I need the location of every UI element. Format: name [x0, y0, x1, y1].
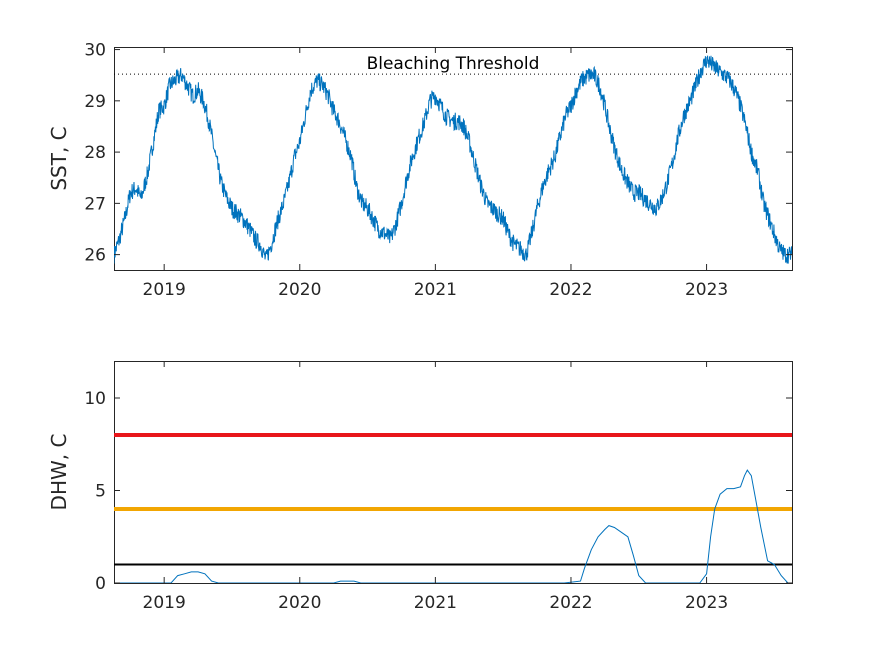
- y-tick-label: 5: [95, 482, 106, 502]
- y-tick-label: 26: [84, 246, 106, 266]
- x-tick-label: 2021: [414, 593, 457, 613]
- plot-area: [114, 47, 793, 271]
- sst-panel: Bleaching Threshold 2019 2020 2021 2022 2023 2…: [47, 41, 793, 300]
- y-tick-label: 29: [84, 92, 106, 112]
- y-axis-label: DHW, C: [47, 434, 71, 511]
- series-line: [114, 55, 792, 264]
- y-tick-label: 30: [84, 41, 106, 61]
- y-tick-label: 10: [84, 389, 106, 409]
- x-tick-label: 2019: [143, 593, 186, 613]
- x-tick-label: 2022: [549, 593, 592, 613]
- x-tick-label: 2021: [414, 280, 457, 300]
- x-tick-label: 2020: [278, 593, 321, 613]
- dhw-panel: 2019 2020 2021 2022 2023 0 5 10 DHW, C: [47, 361, 793, 613]
- y-tick-label: 27: [84, 194, 106, 214]
- plot-area: [114, 361, 793, 584]
- series-line: [114, 469, 792, 583]
- y-tick-label: 0: [95, 574, 106, 594]
- x-tick-label: 2022: [549, 280, 592, 300]
- y-axis-label: SST, C: [47, 126, 71, 190]
- x-tick-label: 2019: [143, 280, 186, 300]
- bleaching-threshold-label: Bleaching Threshold: [367, 54, 540, 74]
- x-tick-label: 2023: [685, 280, 728, 300]
- x-tick-label: 2020: [278, 280, 321, 300]
- y-tick-label: 28: [84, 143, 106, 163]
- x-tick-label: 2023: [685, 593, 728, 613]
